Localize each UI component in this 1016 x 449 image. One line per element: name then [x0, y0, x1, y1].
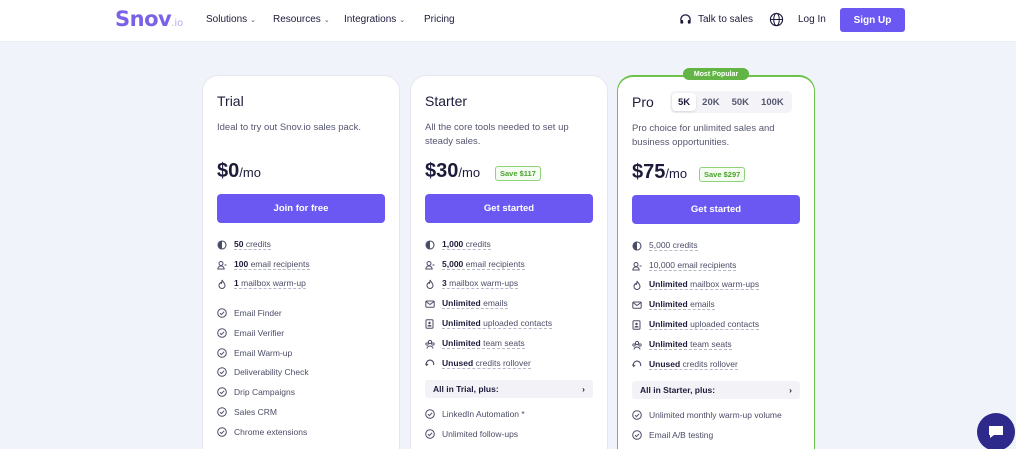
- nav-solutions[interactable]: Solutions ⌄: [206, 14, 257, 25]
- talk-to-sales-link[interactable]: Talk to sales: [679, 13, 753, 26]
- feature-sales-crm: Sales CRM: [217, 407, 277, 417]
- check-circle-icon: [632, 410, 642, 420]
- envelope-icon: [632, 301, 642, 309]
- tier-5k[interactable]: 5K: [672, 93, 697, 111]
- flame-icon: [426, 279, 434, 289]
- limit-uploaded-contacts: Unlimited uploaded contacts: [632, 319, 760, 330]
- pro-plan-card: Pro 5K 20K 50K 100K Pro choice for unlim…: [617, 75, 815, 449]
- tier-100k[interactable]: 100K: [761, 96, 784, 108]
- check-circle-icon: [632, 430, 642, 440]
- limit-mailbox-warmup: 1 mailbox warm-up: [217, 278, 306, 289]
- limit-mailbox-warmups: 3 mailbox warm-ups: [425, 278, 519, 289]
- globe-icon[interactable]: [769, 12, 784, 27]
- coin-icon: [425, 239, 435, 250]
- feature-email-warmup: Email Warm-up: [217, 348, 292, 358]
- rollover-icon: [425, 359, 435, 366]
- feature-email-ab-testing: Email A/B testing: [632, 430, 713, 440]
- limit-credits: 50 credits: [217, 239, 271, 250]
- all-in-starter-plus-toggle[interactable]: All in Starter, plus: ›: [632, 381, 800, 399]
- most-popular-badge: Most Popular: [683, 68, 749, 80]
- nav-pricing[interactable]: Pricing: [424, 14, 455, 25]
- feature-drip-campaigns: Drip Campaigns: [217, 387, 295, 397]
- starter-plan-card: Starter All the core tools needed to set…: [410, 75, 608, 449]
- chevron-right-icon: ›: [582, 384, 585, 394]
- save-badge: Save $117: [495, 166, 541, 181]
- nav-integrations[interactable]: Integrations ⌄: [344, 14, 406, 25]
- team-icon: [425, 339, 435, 349]
- limit-emails: Unlimited emails: [632, 299, 715, 310]
- limit-credits: 5,000 credits: [632, 240, 698, 251]
- limit-credits-rollover: Unused credits rollover: [425, 358, 531, 369]
- join-for-free-button[interactable]: Join for free: [217, 194, 385, 223]
- check-circle-icon: [217, 367, 227, 377]
- snovio-logo[interactable]: Snov.io: [115, 7, 184, 31]
- limit-credits: 1,000 credits: [425, 239, 491, 250]
- plan-name: Pro: [632, 94, 654, 110]
- check-circle-icon: [425, 429, 435, 439]
- limit-uploaded-contacts: Unlimited uploaded contacts: [425, 318, 553, 329]
- chevron-down-icon: ⌄: [399, 17, 406, 24]
- chat-widget-button[interactable]: [977, 413, 1015, 449]
- signup-button[interactable]: Sign Up: [840, 8, 905, 32]
- check-circle-icon: [217, 427, 227, 437]
- check-circle-icon: [217, 328, 227, 338]
- feature-deliverability-check: Deliverability Check: [217, 367, 309, 377]
- limit-email-recipients: 5,000 email recipients: [425, 259, 525, 270]
- users-icon: [425, 260, 435, 269]
- check-circle-icon: [217, 308, 227, 318]
- limit-email-recipients: 10,000 email recipients: [632, 260, 737, 271]
- feature-unlimited-follow-ups: Unlimited follow-ups: [425, 429, 518, 439]
- flame-icon: [218, 279, 226, 289]
- nav-resources[interactable]: Resources ⌄: [273, 14, 330, 25]
- save-badge: Save $297: [699, 167, 746, 182]
- check-circle-icon: [217, 407, 227, 417]
- plan-price: $0/mo: [217, 160, 261, 182]
- envelope-icon: [425, 300, 435, 308]
- rollover-icon: [632, 360, 642, 367]
- limit-team-seats: Unlimited team seats: [632, 339, 732, 350]
- flame-icon: [633, 280, 641, 290]
- plan-description: All the core tools needed to set up stea…: [425, 122, 569, 147]
- tier-50k[interactable]: 50K: [731, 96, 750, 108]
- login-link[interactable]: Log In: [798, 14, 826, 25]
- limit-email-recipients: 100 email recipients: [217, 259, 310, 270]
- users-icon: [632, 261, 642, 270]
- top-navbar: Snov.io Solutions ⌄ Resources ⌄ Integratio…: [0, 0, 1016, 42]
- feature-email-finder: Email Finder: [217, 308, 282, 318]
- check-circle-icon: [217, 387, 227, 397]
- check-circle-icon: [425, 409, 435, 419]
- trial-plan-card: Trial Ideal to try out Snov.io sales pac…: [202, 75, 400, 449]
- chevron-right-icon: ›: [789, 385, 792, 395]
- feature-linkedin-automation: LinkedIn Automation *: [425, 409, 525, 419]
- plan-price: $30/mo: [425, 160, 481, 182]
- feature-unlimited-warmup-volume: Unlimited monthly warm-up volume: [632, 410, 782, 420]
- team-icon: [632, 340, 642, 350]
- limit-team-seats: Unlimited team seats: [425, 338, 525, 349]
- contact-card-icon: [425, 318, 434, 329]
- feature-email-verifier: Email Verifier: [217, 328, 284, 338]
- limit-mailbox-warmups: Unlimited mailbox warm-ups: [632, 279, 760, 290]
- coin-icon: [217, 239, 227, 250]
- limit-credits-rollover: Unused credits rollover: [632, 359, 738, 370]
- chevron-down-icon: ⌄: [323, 17, 330, 24]
- check-circle-icon: [217, 348, 227, 358]
- headset-icon: [680, 14, 691, 24]
- plan-name: Starter: [425, 93, 468, 109]
- get-started-button[interactable]: Get started: [632, 195, 800, 224]
- plan-description: Ideal to try out Snov.io sales pack.: [217, 122, 361, 133]
- get-started-button[interactable]: Get started: [425, 194, 593, 223]
- limit-emails: Unlimited emails: [425, 298, 508, 309]
- contact-card-icon: [632, 319, 641, 330]
- tier-20k[interactable]: 20K: [702, 96, 720, 108]
- coin-icon: [632, 240, 642, 251]
- users-icon: [217, 260, 227, 269]
- all-in-trial-plus-toggle[interactable]: All in Trial, plus: ›: [425, 380, 593, 398]
- feature-chrome-extensions: Chrome extensions: [217, 427, 307, 437]
- plan-description: Pro choice for unlimited sales and busin…: [632, 123, 775, 148]
- plan-name: Trial: [217, 93, 244, 109]
- plan-price: $75/mo: [632, 161, 688, 183]
- credit-tier-selector: 5K 20K 50K 100K: [670, 91, 792, 113]
- chat-bubble-icon: [989, 426, 1003, 438]
- chevron-down-icon: ⌄: [250, 17, 257, 24]
